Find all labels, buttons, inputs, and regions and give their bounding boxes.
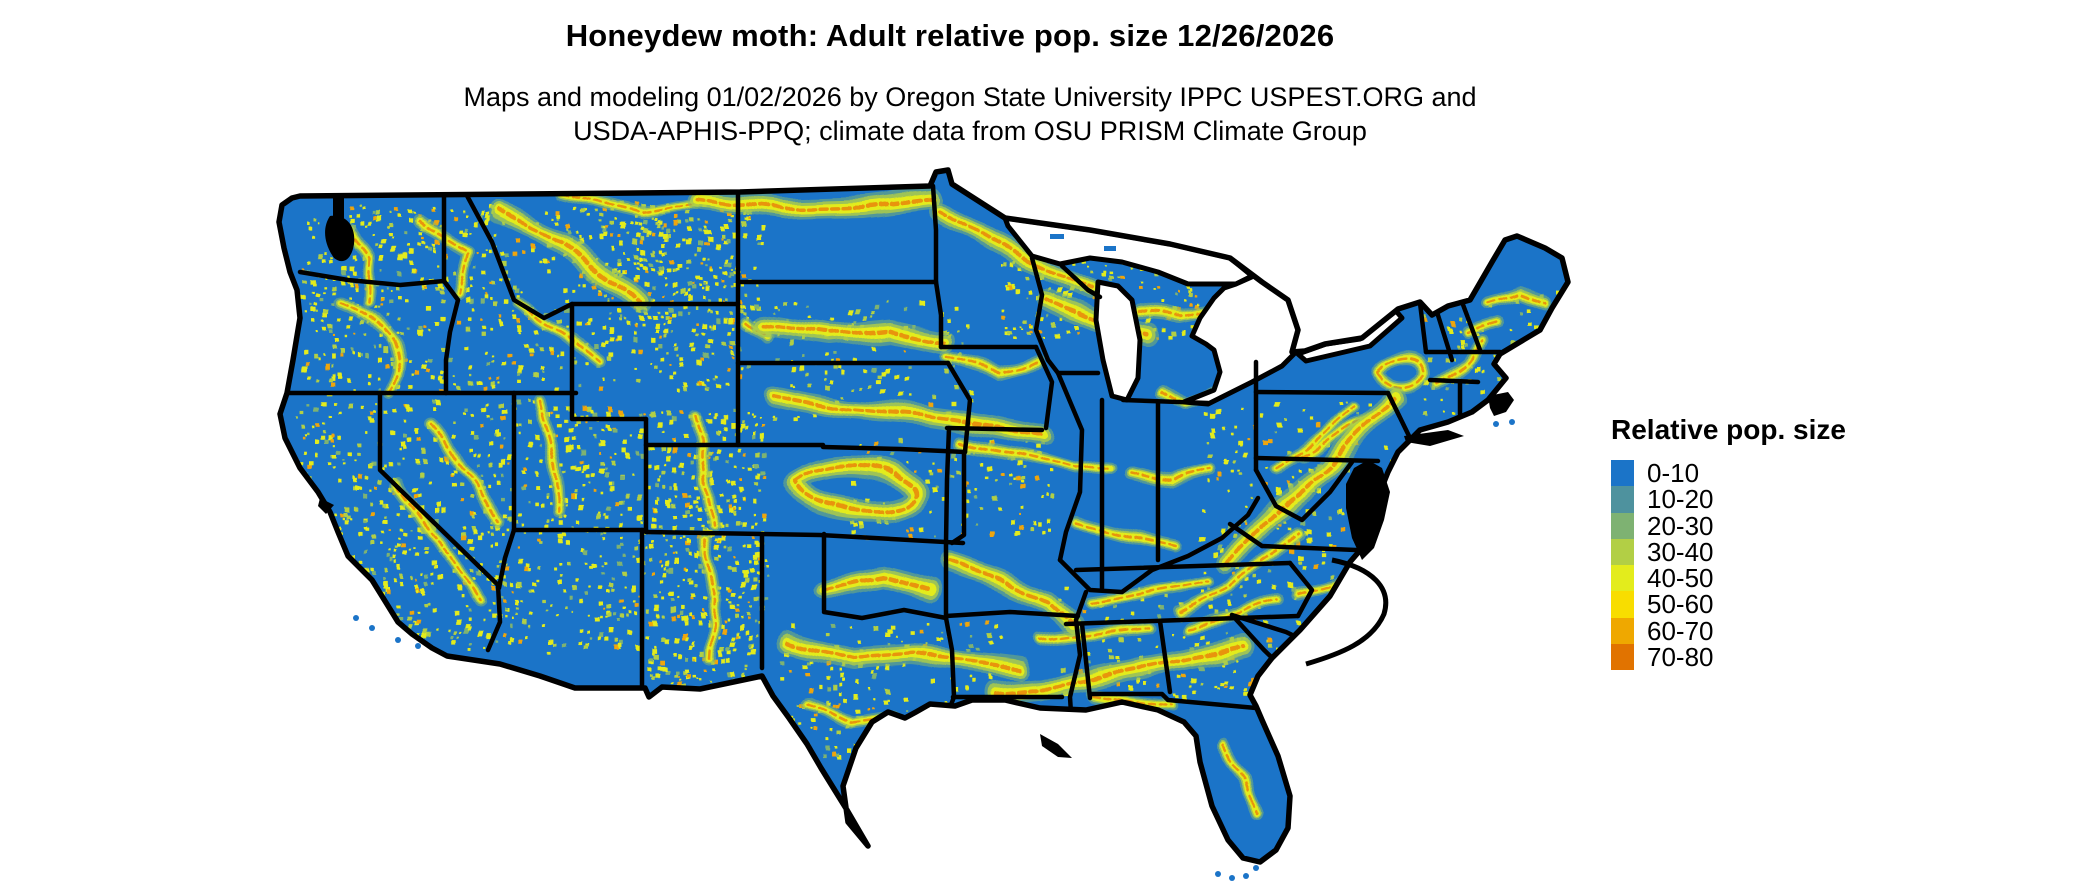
- long-island: [1404, 430, 1464, 446]
- legend-item: 50-60: [1611, 589, 1846, 620]
- legend: Relative pop. size 0-10 10-20 20-30 30-40 40…: [1611, 414, 1846, 670]
- page-subtitle-line1: Maps and modeling 01/02/2026 by Oregon S…: [463, 82, 1477, 112]
- legend-swatch: [1611, 512, 1634, 539]
- us-outline: [276, 167, 1571, 865]
- legend-label: 60-70: [1647, 615, 1714, 646]
- legend-item: 20-30: [1611, 510, 1846, 541]
- legend-item: 60-70: [1611, 615, 1846, 646]
- legend-item: 0-10: [1611, 460, 1846, 486]
- page-subtitle-line2: USDA-APHIS-PPQ; climate data from OSU PR…: [573, 116, 1367, 146]
- legend-item: 30-40: [1611, 539, 1846, 565]
- cape-cod: [1488, 392, 1514, 416]
- legend-title: Relative pop. size: [1611, 414, 1846, 445]
- legend-swatch: [1611, 644, 1634, 671]
- page-title: Honeydew moth: Adult relative pop. size …: [565, 18, 1335, 53]
- legend-swatch: [1611, 591, 1634, 618]
- legend-swatch: [1611, 538, 1634, 566]
- mississippi-delta: [1040, 734, 1072, 758]
- legend-item: 70-80: [1611, 644, 1846, 670]
- legend-swatch: [1611, 565, 1634, 592]
- legend-items: 0-10 10-20 20-30 30-40 40-50 50-60 60-70 70-80: [1611, 460, 1846, 670]
- us-base-fill: [279, 170, 1568, 862]
- chesapeake-delmarva: [1346, 460, 1390, 560]
- legend-label: 10-20: [1647, 484, 1714, 515]
- islands: [353, 234, 1515, 881]
- legend-item: 40-50: [1611, 565, 1846, 591]
- legend-label: 50-60: [1647, 589, 1714, 620]
- legend-label: 20-30: [1647, 510, 1714, 541]
- san-francisco-bay: [318, 498, 334, 514]
- us-land: [279, 170, 1568, 862]
- legend-swatch: [1611, 617, 1634, 645]
- legend-label: 30-40: [1647, 536, 1714, 567]
- legend-label: 0-10: [1647, 458, 1700, 488]
- coastal-features: [318, 196, 1514, 758]
- legend-swatch: [1611, 460, 1634, 487]
- legend-label: 40-50: [1647, 563, 1714, 594]
- legend-swatch: [1611, 486, 1634, 513]
- outer-banks: [1305, 557, 1389, 667]
- lake-michigan: [1093, 279, 1143, 403]
- legend-label: 70-80: [1647, 642, 1714, 673]
- puget-sound: [325, 196, 355, 262]
- state-borders: [283, 183, 1503, 751]
- legend-item: 10-20: [1611, 484, 1846, 515]
